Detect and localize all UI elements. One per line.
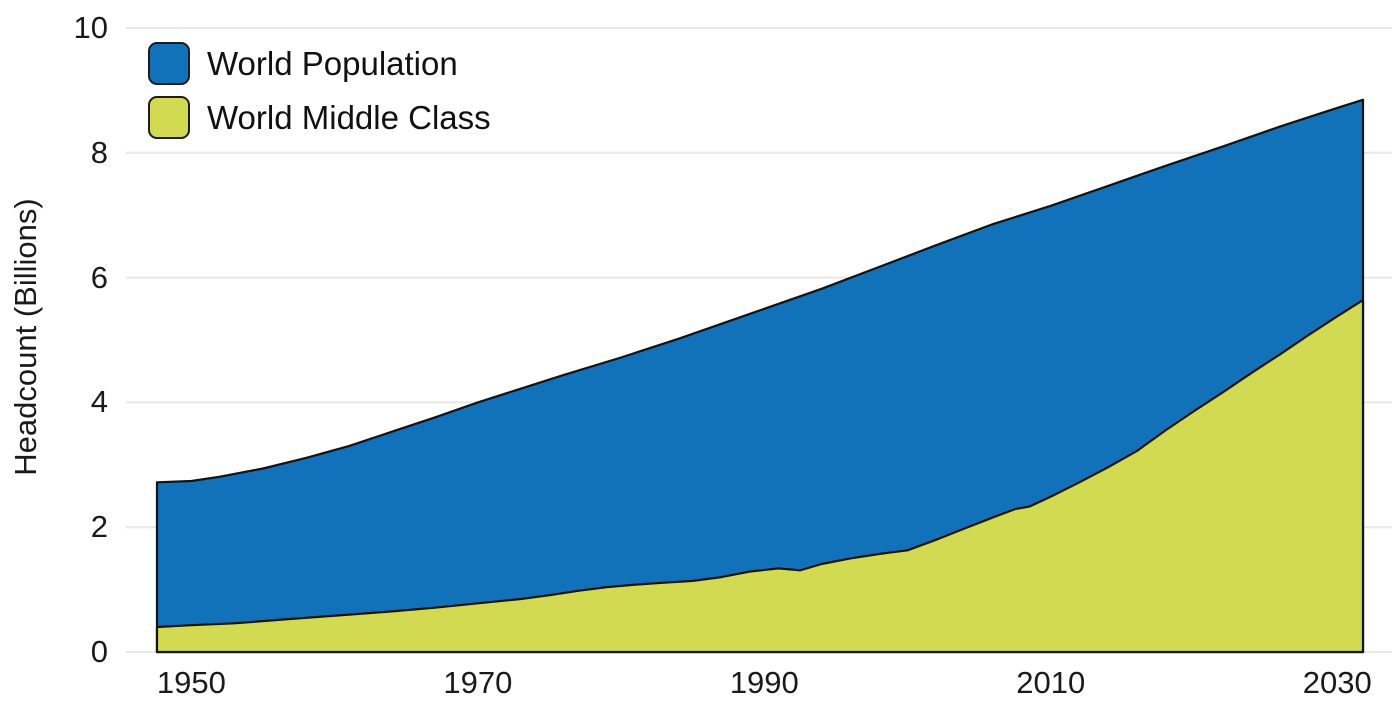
legend-swatch-world-middle-class xyxy=(148,96,190,139)
legend-swatch-world-population xyxy=(148,42,190,85)
y-tick-label: 0 xyxy=(90,634,108,669)
y-tick-label: 10 xyxy=(73,10,108,45)
legend-item-world-population: World Population xyxy=(148,42,491,85)
x-tick-label: 1970 xyxy=(443,665,513,700)
y-tick-label: 2 xyxy=(90,509,108,545)
legend-label-world-middle-class: World Middle Class xyxy=(207,98,491,136)
world-middle-class-area xyxy=(155,299,1365,654)
legend: World Population World Middle Class xyxy=(148,42,491,150)
y-tick-label: 6 xyxy=(90,259,108,295)
x-tick-label: 2010 xyxy=(1016,665,1086,700)
x-tick-label: 1990 xyxy=(729,665,799,700)
x-tick-label: 1950 xyxy=(156,665,226,700)
x-tick-label: 2030 xyxy=(1302,665,1372,700)
legend-label-world-population: World Population xyxy=(207,44,458,82)
y-tick-label: 4 xyxy=(90,384,108,420)
legend-item-world-middle-class: World Middle Class xyxy=(148,96,491,139)
y-tick-label: 8 xyxy=(90,134,108,170)
y-axis-title: Headcount (Billions) xyxy=(8,198,43,476)
